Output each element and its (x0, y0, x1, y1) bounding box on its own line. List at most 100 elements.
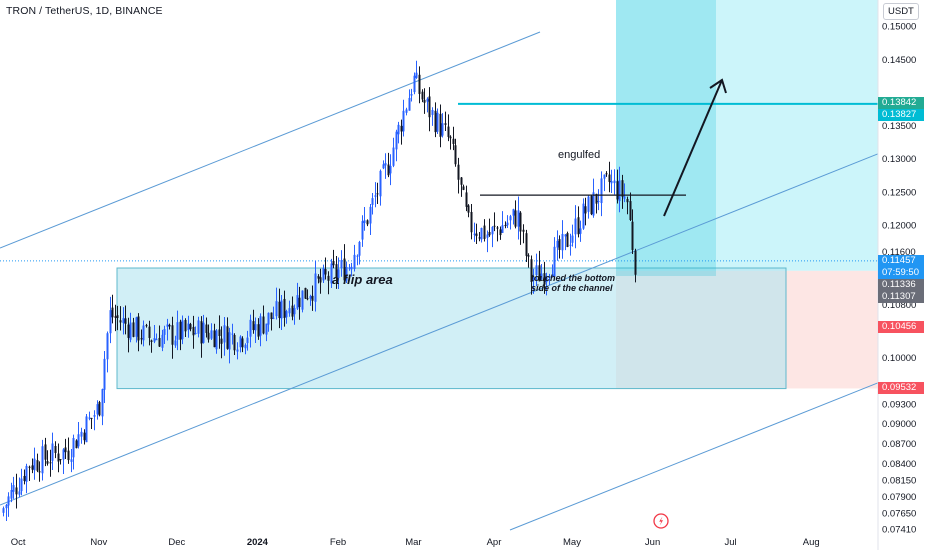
candle-body (436, 112, 439, 132)
candle-body (23, 475, 26, 481)
candle-body (241, 338, 244, 348)
candle-body (135, 317, 138, 337)
candle-body (597, 200, 600, 203)
candle-body (587, 196, 590, 212)
channel-middle-line[interactable] (0, 153, 879, 506)
candle-body (366, 220, 369, 225)
candle-body (556, 240, 559, 248)
channel-lower-line[interactable] (509, 382, 879, 531)
candle-body (478, 237, 481, 239)
annotation-engulfed[interactable]: engulfed (558, 149, 601, 161)
price-tag-zone-top: 0.11336 (878, 279, 924, 291)
channel-upper-line[interactable] (0, 31, 541, 249)
annotation-touched-bottom-line1[interactable]: touched the bottom (531, 273, 615, 283)
candle-body (444, 123, 447, 125)
candle-body (252, 321, 255, 331)
flip-area-rectangle[interactable] (116, 267, 787, 390)
candle-body (140, 338, 143, 340)
candle-body (296, 295, 299, 309)
candle-body (38, 471, 41, 473)
candle-body (395, 131, 398, 150)
price-axis-tick: 0.09300 (882, 399, 916, 410)
candle-body (44, 444, 47, 460)
candle-body (31, 465, 34, 470)
candle-body (415, 72, 418, 78)
candle-body (358, 241, 361, 256)
candle-body (262, 316, 265, 334)
candle-body (197, 320, 200, 334)
candle-body (558, 239, 561, 250)
candle-body (317, 276, 320, 279)
time-axis-label: Feb (330, 537, 346, 548)
price-axis-tick: 0.08700 (882, 439, 916, 450)
price-axis-tick: 0.08400 (882, 459, 916, 470)
tradingview-logo-icon[interactable] (653, 513, 669, 529)
price-axis-tick: 0.08150 (882, 476, 916, 487)
bar-countdown: 07:59:50 (878, 267, 924, 279)
projection-arrow[interactable] (663, 79, 723, 217)
candle-body (374, 195, 377, 197)
candle-body (278, 301, 281, 318)
candle-body (506, 222, 509, 226)
time-axis-label: Dec (168, 537, 185, 548)
candle-body (501, 225, 504, 233)
candle-body (579, 228, 582, 234)
candle-body (298, 297, 301, 308)
candle-body (379, 170, 382, 197)
candle-body (376, 193, 379, 195)
candle-body (319, 277, 322, 283)
time-axis-label: Mar (405, 537, 421, 548)
candle-body (187, 323, 190, 331)
candle-body (340, 260, 343, 269)
candle-body (402, 110, 405, 132)
candle-body (332, 260, 335, 266)
price-axis[interactable]: 0.15000 0.14500 0.13500 0.13000 0.12500 0.120… (882, 22, 916, 536)
candle-body (454, 145, 457, 165)
candle-body (210, 330, 213, 339)
time-axis[interactable]: Oct Nov Dec 2024 Feb Mar Apr May Jun Jul Aug (11, 537, 820, 548)
candle-body (288, 308, 291, 314)
candle-body (67, 450, 70, 461)
candle-body (397, 124, 400, 135)
price-axis-tick: 0.07410 (882, 525, 916, 536)
candle-body (348, 267, 351, 269)
candle-body (181, 320, 184, 340)
candle-body (314, 273, 317, 302)
candle-body (283, 298, 286, 318)
candle-body (257, 324, 260, 337)
candle-body (410, 94, 413, 96)
candle-body (179, 321, 182, 340)
candle-body (621, 180, 624, 197)
candle-body (441, 123, 444, 136)
annotation-touched-bottom-line2[interactable]: side of the channel (531, 283, 613, 293)
candle-body (465, 192, 468, 207)
annotation-flip-area[interactable]: a flip area (332, 272, 393, 287)
price-tag-stop: 0.09532 (878, 382, 924, 394)
candle-body (233, 335, 236, 351)
price-axis-tick: 0.12500 (882, 187, 916, 198)
candle-body (369, 206, 372, 224)
candle-body (488, 231, 491, 236)
symbol-title[interactable]: TRON / TetherUS, 1D, BINANCE (6, 5, 163, 17)
candle-body (291, 305, 294, 317)
candle-body (25, 465, 28, 482)
candle-body (158, 337, 161, 347)
candle-body (447, 126, 450, 137)
candle-body (101, 389, 104, 417)
candle-body (161, 334, 164, 348)
candle-body (246, 337, 249, 344)
candle-body (194, 332, 197, 334)
price-tag-target-level: 0.13827 (878, 109, 924, 121)
candle-body (584, 206, 587, 214)
candle-body (337, 269, 340, 279)
candle-body (28, 466, 31, 468)
candle-body (5, 504, 8, 509)
candle-body (623, 196, 626, 199)
candle-body (293, 308, 296, 315)
currency-button[interactable]: USDT (883, 3, 919, 20)
candle-body (103, 358, 106, 390)
candle-body (272, 317, 275, 319)
price-axis-tick: 0.10800 (882, 300, 916, 311)
candle-body (33, 458, 36, 471)
